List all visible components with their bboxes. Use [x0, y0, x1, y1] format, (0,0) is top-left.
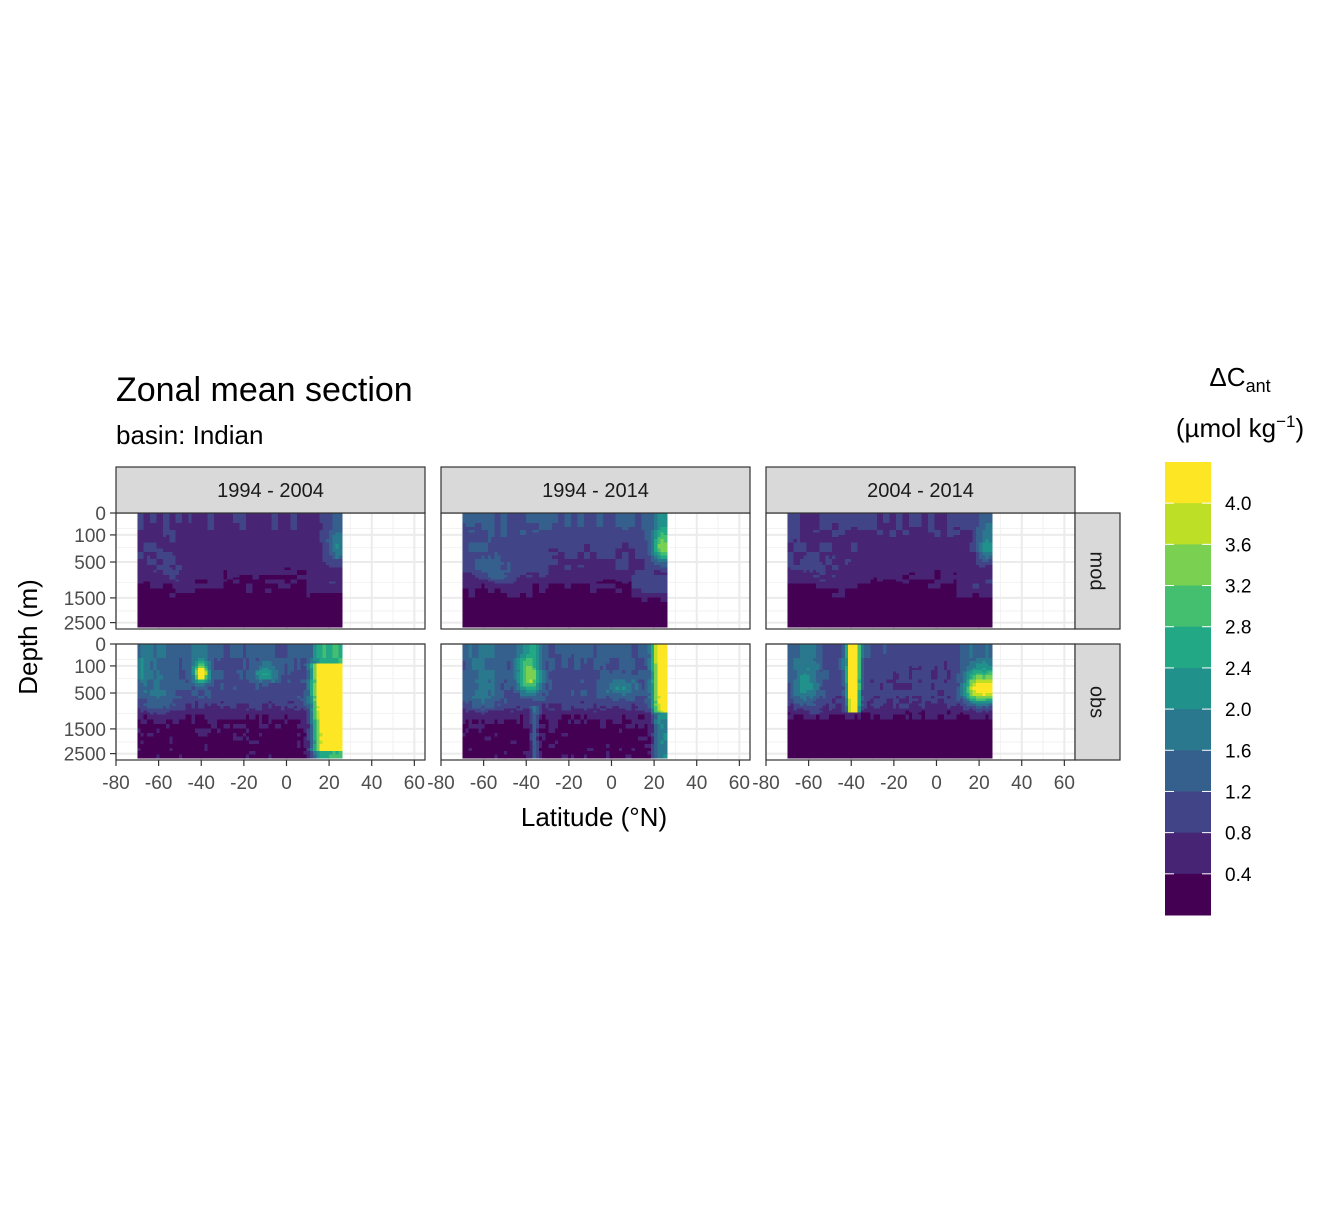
heatmap-cell — [664, 523, 668, 528]
heatmap-cell — [664, 593, 668, 598]
panel-mod-3 — [766, 513, 1075, 629]
heatmap-cell — [339, 584, 343, 590]
heatmap-cell — [664, 606, 668, 610]
heatmap-cell — [339, 613, 343, 617]
heatmap-cell — [339, 610, 343, 614]
heatmap-field — [787, 513, 992, 627]
heatmap-cell — [664, 513, 668, 523]
heatmap-field — [137, 513, 342, 627]
heatmap-cell — [664, 598, 668, 603]
heatmap-cell — [339, 513, 343, 523]
panel-mod-2 — [441, 513, 750, 629]
heatmap-cell — [339, 552, 343, 556]
heatmap-cell — [339, 617, 343, 621]
heatmap-cell — [664, 552, 668, 556]
chart-title: Zonal mean section — [116, 371, 413, 409]
heatmap-cell — [339, 623, 343, 627]
heatmap-cell — [664, 617, 668, 621]
heatmap-field — [462, 513, 667, 627]
chart-subtitle: basin: Indian — [116, 420, 263, 450]
heatmap-cell — [339, 548, 343, 552]
heatmap-cell — [664, 584, 668, 590]
heatmap-cell — [339, 544, 343, 549]
heatmap-cell — [664, 610, 668, 614]
heatmap-cell — [339, 602, 343, 607]
heatmap-cell — [664, 602, 668, 607]
heatmap-cell — [339, 523, 343, 528]
heatmap-cell — [664, 544, 668, 549]
heatmap-cell — [664, 623, 668, 627]
heatmap-cell — [664, 548, 668, 552]
heatmap-cell — [664, 613, 668, 617]
heatmap-cell — [339, 589, 343, 594]
heatmap-cell — [339, 606, 343, 610]
panel-mod-1 — [116, 513, 425, 629]
heatmap-cell — [339, 598, 343, 603]
heatmap-cell — [664, 589, 668, 594]
chart: Zonal mean section basin: Indian 1994 - … — [0, 0, 1344, 1209]
heatmap-cell — [339, 593, 343, 598]
